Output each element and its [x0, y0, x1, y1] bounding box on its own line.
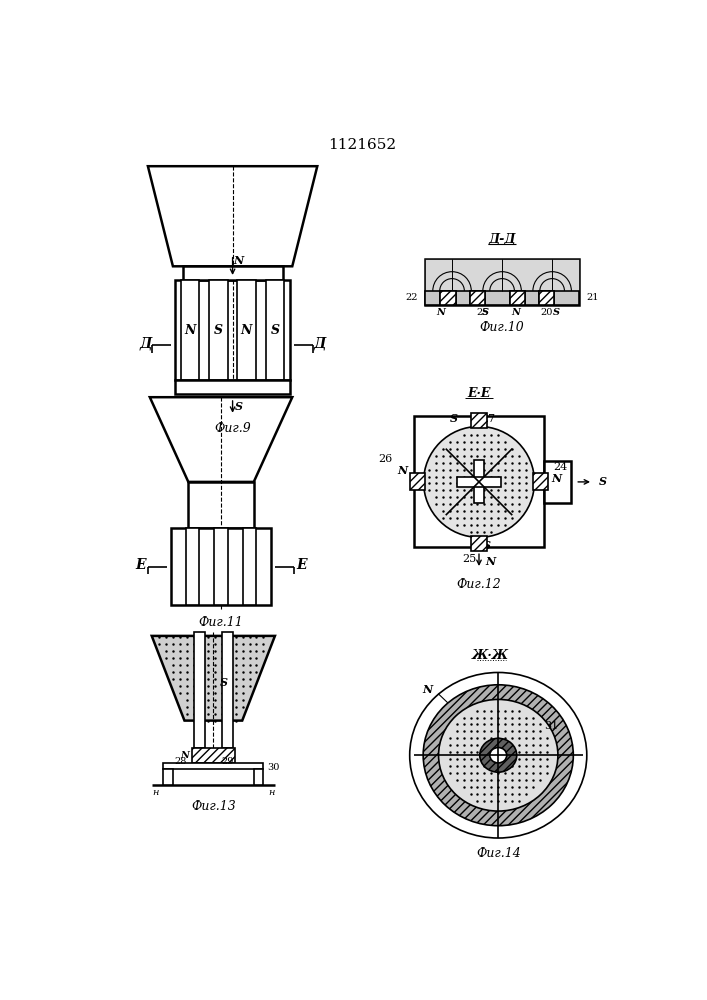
Bar [192, 748, 235, 763]
Bar [182, 266, 283, 280]
Text: 25: 25 [476, 308, 489, 317]
Bar [409, 473, 425, 490]
Text: 20: 20 [541, 308, 553, 317]
Text: Фиг.14: Фиг.14 [476, 847, 520, 860]
Text: E: E [135, 558, 146, 572]
Text: Д: Д [139, 337, 152, 351]
Text: 28: 28 [175, 757, 187, 766]
Bar [544, 461, 571, 503]
Text: S: S [219, 677, 228, 688]
Bar [440, 291, 456, 305]
Text: N: N [180, 751, 189, 760]
Bar [163, 763, 264, 769]
Ellipse shape [480, 738, 517, 772]
Text: Фиг.9: Фиг.9 [214, 422, 251, 435]
Text: 29: 29 [221, 757, 233, 766]
Ellipse shape [490, 748, 507, 763]
Bar [214, 528, 228, 605]
Text: 31: 31 [544, 721, 559, 731]
Text: N: N [397, 465, 407, 476]
Bar [266, 280, 284, 380]
Bar [425, 259, 579, 305]
Bar [194, 632, 205, 748]
Text: N: N [551, 473, 561, 484]
Text: 24: 24 [554, 462, 568, 472]
Text: S: S [481, 308, 489, 317]
Bar [510, 291, 525, 305]
Ellipse shape [438, 699, 558, 811]
Bar [469, 291, 485, 305]
Text: Д-Д: Д-Д [489, 233, 516, 246]
Text: S: S [483, 540, 491, 551]
Text: N: N [234, 255, 244, 266]
Bar [425, 291, 579, 305]
Text: N: N [485, 556, 496, 567]
Text: 21: 21 [587, 293, 600, 302]
Bar [510, 291, 525, 305]
Bar [175, 380, 291, 394]
Text: Е·Е: Е·Е [467, 387, 491, 400]
Text: E: E [296, 558, 308, 572]
Bar [533, 473, 549, 490]
Text: N: N [185, 324, 196, 337]
Bar [414, 416, 544, 547]
Text: Ж·Ж: Ж·Ж [472, 649, 509, 662]
Text: N: N [241, 324, 252, 337]
Text: S: S [450, 413, 458, 424]
Bar [440, 291, 456, 305]
Text: N: N [436, 308, 445, 317]
Text: 30: 30 [267, 763, 279, 772]
Bar [471, 536, 487, 551]
Text: S: S [552, 308, 559, 317]
Polygon shape [152, 636, 275, 721]
Text: S: S [235, 401, 243, 412]
Text: N: N [423, 684, 433, 695]
Bar [171, 528, 271, 605]
Bar [209, 280, 228, 380]
Text: Фиг.10: Фиг.10 [480, 321, 525, 334]
Text: Д: Д [313, 337, 326, 351]
Bar [254, 769, 264, 785]
Bar [175, 280, 291, 380]
Bar [238, 280, 256, 380]
Text: 22: 22 [405, 293, 417, 302]
Bar [457, 477, 501, 487]
Text: н: н [153, 788, 159, 797]
Bar [539, 291, 554, 305]
Ellipse shape [423, 426, 534, 537]
Text: Фиг.11: Фиг.11 [199, 616, 243, 629]
Text: S: S [599, 476, 607, 487]
Text: S: S [214, 324, 223, 337]
Ellipse shape [423, 685, 573, 826]
Bar [181, 280, 199, 380]
Bar [425, 259, 579, 291]
Bar [243, 528, 257, 605]
Text: 1121652: 1121652 [328, 138, 396, 152]
Text: 27: 27 [481, 414, 496, 424]
Text: Фиг.13: Фиг.13 [191, 800, 235, 813]
Bar [539, 291, 554, 305]
Text: S: S [271, 324, 279, 337]
Bar [471, 413, 487, 428]
Bar [222, 632, 233, 748]
Bar [474, 460, 484, 503]
Text: 25: 25 [462, 554, 477, 564]
Bar [163, 769, 173, 785]
Bar [186, 528, 199, 605]
Bar [469, 291, 485, 305]
Text: н: н [268, 788, 274, 797]
Text: N: N [511, 308, 520, 317]
Text: Фиг.12: Фиг.12 [457, 578, 501, 591]
Bar [188, 482, 254, 528]
Text: 26: 26 [378, 454, 393, 464]
